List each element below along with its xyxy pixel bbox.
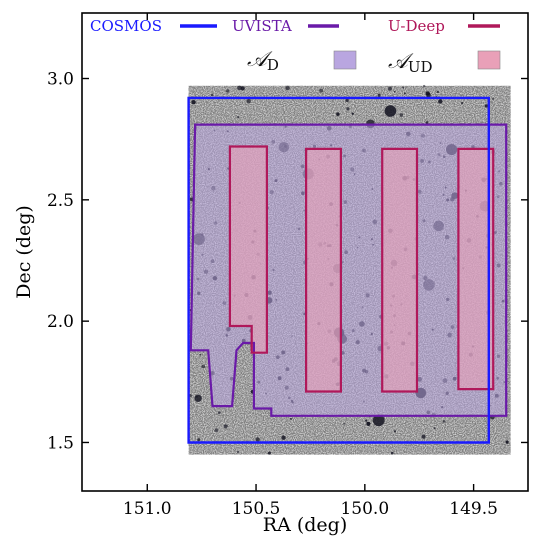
star: [194, 394, 202, 402]
star: [345, 98, 349, 102]
star: [336, 112, 340, 116]
star: [387, 86, 392, 91]
star: [267, 451, 271, 455]
y-tick-label: 2.0: [47, 312, 74, 332]
star: [197, 438, 201, 442]
star: [319, 88, 323, 93]
star: [461, 102, 464, 105]
legend-area-swatch-d: [333, 50, 357, 70]
x-tick-label: 151.0: [123, 499, 172, 519]
star: [218, 411, 221, 414]
udeep-stripe-outline-2: [305, 147, 342, 393]
star: [425, 121, 429, 124]
star: [346, 107, 350, 111]
star: [237, 116, 240, 119]
star: [438, 99, 443, 104]
udeep-stripe-outline-1: [228, 145, 268, 354]
star: [226, 89, 230, 93]
star: [442, 420, 446, 423]
star: [393, 91, 396, 93]
star: [210, 93, 214, 97]
star: [399, 113, 403, 117]
udeep-stripe-fill-3: [382, 148, 417, 392]
udeep-stripe-outline-4: [457, 147, 495, 391]
star: [189, 197, 194, 202]
udeep-stripe-fill-1: [229, 146, 267, 353]
plot-frame: [81, 12, 529, 492]
x-tick-label: 149.5: [449, 499, 498, 519]
star: [240, 86, 245, 91]
y-tick-label: 1.5: [47, 433, 74, 453]
udeep-stripe-fill-2: [306, 148, 341, 392]
star: [436, 90, 439, 94]
star: [367, 421, 369, 424]
star: [384, 105, 397, 117]
star: [433, 427, 436, 429]
star: [391, 451, 394, 455]
star: [237, 85, 242, 91]
star: [484, 104, 488, 108]
star: [402, 86, 405, 89]
x-axis-label: RA (deg): [263, 514, 347, 536]
y-tick-label: 2.5: [47, 191, 74, 211]
x-tick-label: 150.0: [340, 499, 389, 519]
star: [423, 84, 426, 88]
udeep-stripe-fill-4: [458, 148, 494, 390]
star: [289, 417, 292, 420]
star: [255, 437, 260, 442]
udeep-stripe-outline-3: [381, 147, 419, 393]
star: [365, 419, 368, 422]
star: [343, 422, 346, 425]
star: [505, 440, 509, 444]
star: [372, 414, 385, 427]
uvista-outline: [189, 123, 508, 417]
star: [285, 85, 290, 91]
star: [199, 354, 201, 356]
star: [351, 112, 354, 115]
x-tick-label: 150.5: [232, 499, 281, 519]
y-axis-label: Dec (deg): [13, 205, 35, 299]
star: [377, 93, 381, 97]
legend-area-label-d: 𝒜D: [247, 47, 279, 74]
star: [281, 435, 286, 440]
y-tick-label: 3.0: [47, 70, 74, 90]
star: [393, 430, 396, 433]
legend-area-label-ud: 𝒜UD: [388, 49, 433, 76]
cosmos-outline: [187, 96, 490, 444]
legend-label-uvista: UVISTA: [232, 17, 292, 35]
legend-label-cosmos: COSMOS: [90, 17, 162, 35]
star: [246, 99, 251, 104]
star: [403, 92, 406, 95]
star: [492, 98, 494, 100]
star: [191, 100, 196, 105]
star: [425, 91, 430, 96]
star: [421, 434, 426, 439]
legend-label-u-deep: U-Deep: [388, 17, 445, 35]
star: [214, 428, 219, 433]
star: [201, 364, 205, 369]
star: [223, 424, 228, 429]
star: [237, 451, 239, 453]
legend-area-swatch-ud: [477, 50, 501, 70]
uvista-area-fill: [190, 124, 507, 416]
